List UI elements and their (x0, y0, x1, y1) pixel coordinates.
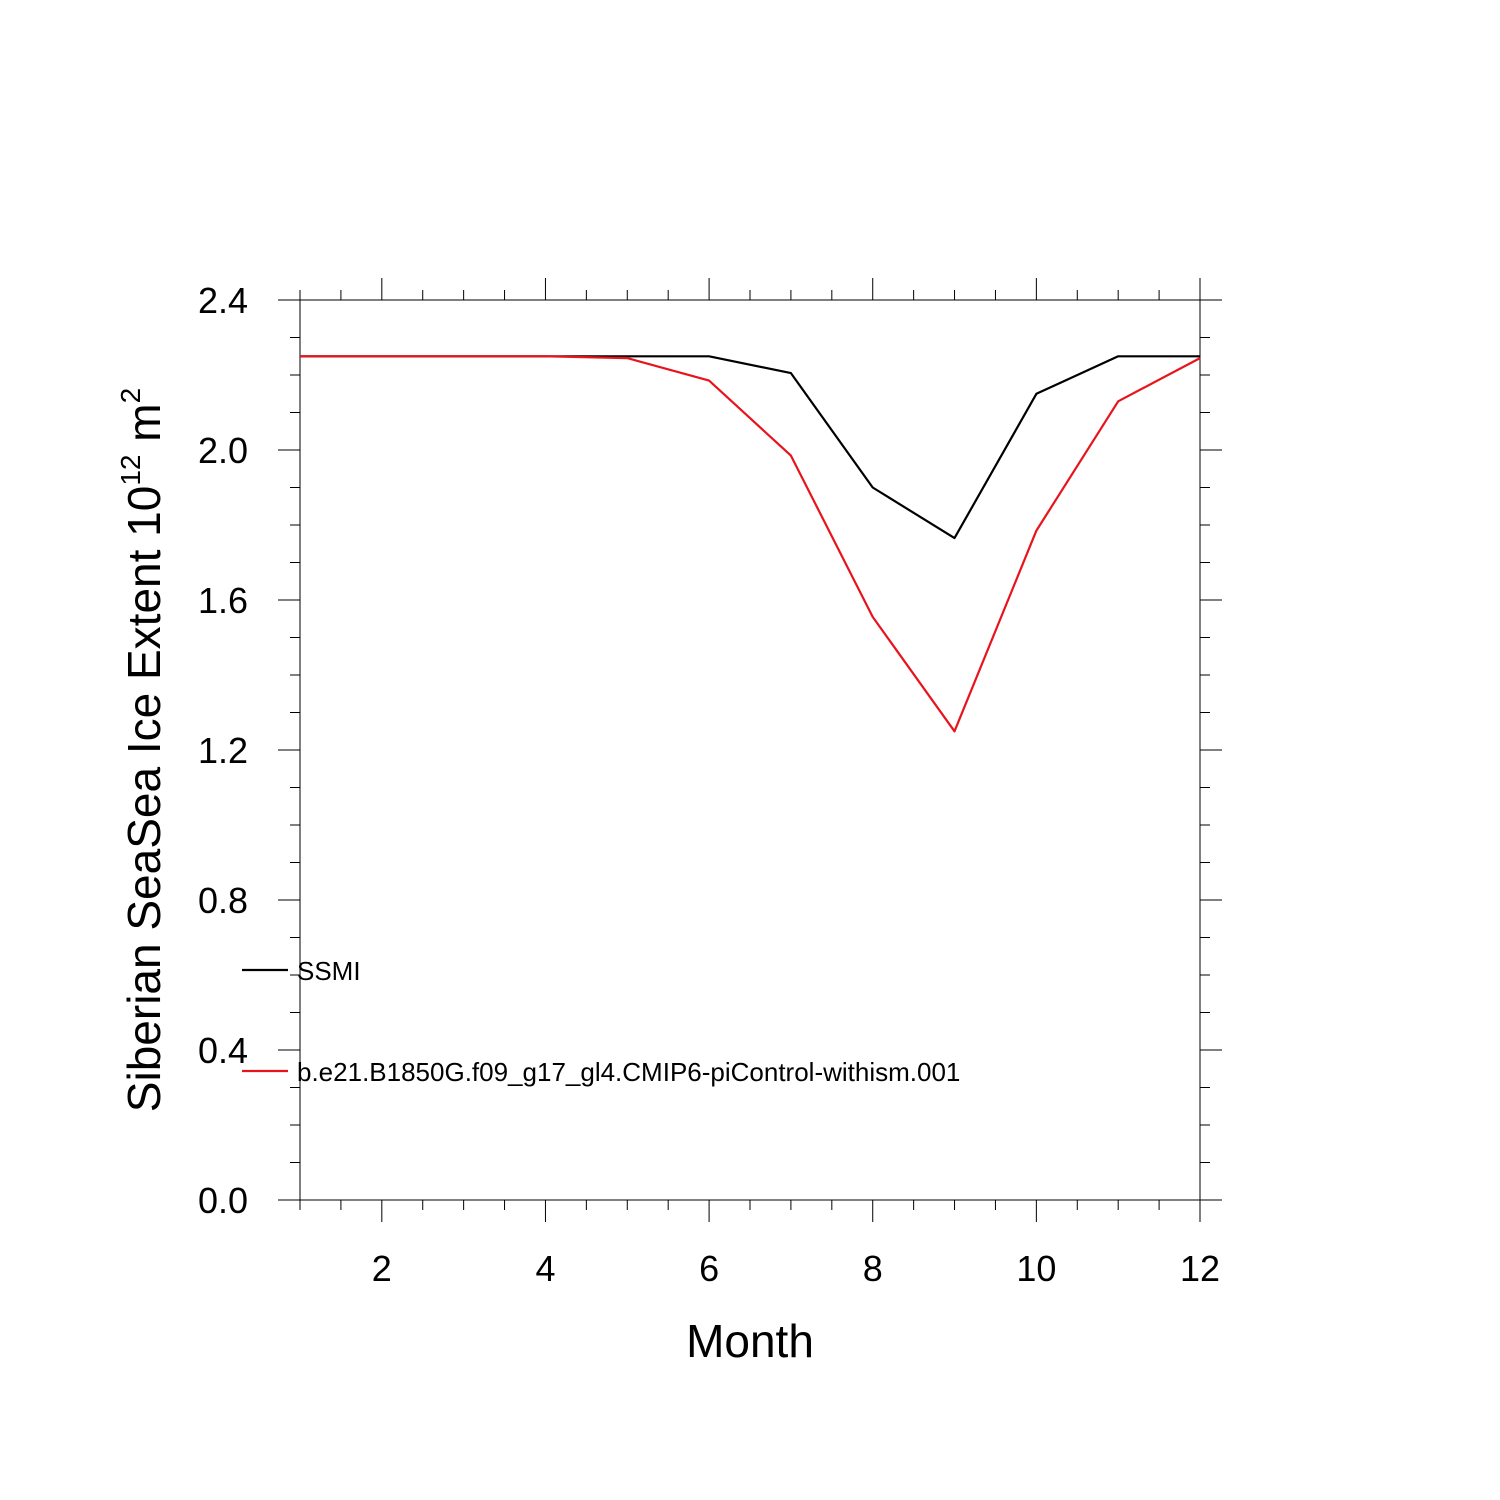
legend-label-0: SSMI (297, 956, 361, 986)
y-tick-label: 0.4 (198, 1030, 248, 1071)
x-tick-label: 6 (699, 1248, 719, 1289)
y-tick-label: 0.8 (198, 880, 248, 921)
x-tick-label: 10 (1016, 1248, 1056, 1289)
x-tick-label: 4 (535, 1248, 555, 1289)
legend: SSMI b.e21.B1850G.f09_g17_gl4.CMIP6-piCon… (242, 956, 960, 1087)
x-tick-label: 2 (372, 1248, 392, 1289)
y-axis-title: Siberian SeaSea Ice Extent 1012 m2 (115, 388, 170, 1112)
series-line-0 (300, 355, 1200, 540)
axis-ticks (278, 278, 1222, 1222)
y-tick-label: 1.2 (198, 730, 248, 771)
x-tick-label: 12 (1180, 1248, 1220, 1289)
y-tick-label: 2.0 (198, 430, 248, 471)
y-tick-label: 0.0 (198, 1180, 248, 1221)
legend-label-1: b.e21.B1850G.f09_g17_gl4.CMIP6-piControl… (297, 1057, 960, 1087)
y-tick-label: 2.4 (198, 280, 248, 321)
y-tick-label: 1.6 (198, 580, 248, 621)
series-line-1 (300, 355, 1201, 733)
x-axis-title: Month (686, 1315, 814, 1367)
series-layer (300, 355, 1201, 733)
x-tick-label: 8 (863, 1248, 883, 1289)
tick-labels: 2 4 6 8 10 12 0.0 0.4 0.8 1.2 1.6 2.0 2.4 (198, 280, 1220, 1289)
